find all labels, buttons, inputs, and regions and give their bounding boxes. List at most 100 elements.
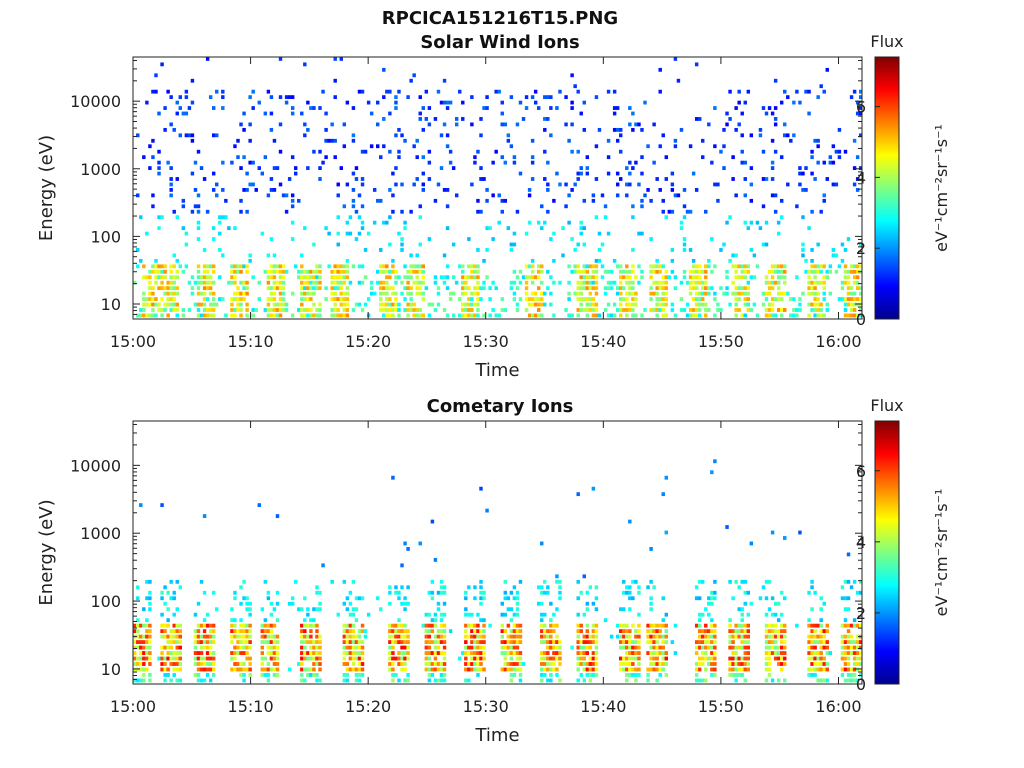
heatmap-cell <box>272 656 277 661</box>
heatmap-cell <box>512 280 517 285</box>
heatmap-cell <box>704 651 708 655</box>
heatmap-cell <box>400 237 404 241</box>
heatmap-cell <box>694 302 699 307</box>
heatmap-cell <box>445 313 450 318</box>
heatmap-cell <box>394 100 398 105</box>
heatmap-cell <box>743 662 747 666</box>
heatmap-cell <box>163 269 167 274</box>
heatmap-cell <box>221 89 225 94</box>
heatmap-cell <box>397 678 401 683</box>
heatmap-cell <box>199 678 204 683</box>
heatmap-cell <box>376 198 380 203</box>
heatmap-cell <box>813 590 817 595</box>
heatmap-cell <box>303 629 307 634</box>
heatmap-cell <box>491 193 495 198</box>
heatmap-cell <box>142 297 146 301</box>
heatmap-cell <box>482 651 486 655</box>
heatmap-cell <box>743 264 747 269</box>
heatmap-cell <box>366 231 371 236</box>
heatmap-cell <box>479 656 483 661</box>
heatmap-cell <box>852 166 857 170</box>
heatmap-cell <box>363 248 368 252</box>
heatmap-cell <box>825 640 829 645</box>
heatmap-cell <box>594 629 599 634</box>
heatmap-cell <box>764 629 769 634</box>
heatmap-cell <box>479 286 483 291</box>
heatmap-cell <box>339 291 343 296</box>
heatmap-cell <box>400 651 404 655</box>
heatmap-cell <box>773 122 778 127</box>
heatmap-cell <box>202 678 207 683</box>
heatmap-cell <box>704 286 708 291</box>
heatmap-cell <box>813 645 817 650</box>
heatmap-cell <box>637 280 641 285</box>
heatmap-cell <box>661 286 665 291</box>
heatmap-cell <box>175 607 179 612</box>
heatmap-cell <box>646 673 650 677</box>
heatmap-cell <box>312 275 316 280</box>
heatmap-cell <box>625 291 629 296</box>
heatmap-cell <box>767 269 772 274</box>
heatmap-cell <box>300 269 304 274</box>
heatmap-cell <box>694 645 699 650</box>
heatmap-cell <box>509 144 514 149</box>
heatmap-cell <box>312 651 316 655</box>
heatmap-cell <box>330 291 334 296</box>
heatmap-cell <box>409 209 413 214</box>
heatmap-cell <box>576 269 580 274</box>
y-tick-label: 100 <box>90 592 121 611</box>
heatmap-cell <box>436 182 441 187</box>
heatmap-cell <box>348 623 353 628</box>
heatmap-cell <box>242 662 246 666</box>
heatmap-cell <box>527 220 532 225</box>
heatmap-cell <box>819 302 823 307</box>
heatmap-cell <box>585 640 590 645</box>
heatmap-cell <box>433 656 438 661</box>
heatmap-cell <box>503 160 508 165</box>
heatmap-cell <box>330 579 334 584</box>
heatmap-cell <box>558 89 562 94</box>
heatmap-cell <box>858 662 863 666</box>
heatmap-cell <box>145 579 149 584</box>
heatmap-cell <box>701 291 705 296</box>
heatmap-cell <box>166 667 170 672</box>
heatmap-cell <box>655 629 659 634</box>
heatmap-cell <box>740 662 744 666</box>
heatmap-cell <box>266 678 271 683</box>
heatmap-cell <box>585 673 590 677</box>
heatmap-cell <box>743 286 747 291</box>
heatmap-cell <box>688 144 693 149</box>
heatmap-cell <box>473 275 477 280</box>
heatmap-cell <box>585 264 590 269</box>
heatmap-cell <box>682 269 687 274</box>
heatmap-cell <box>819 209 823 214</box>
heatmap-cell <box>290 106 295 110</box>
heatmap-cell <box>849 313 854 318</box>
heatmap-cell <box>169 629 173 634</box>
heatmap-cell <box>160 264 164 269</box>
heatmap-cell <box>272 673 277 677</box>
heatmap-cell <box>142 673 146 677</box>
heatmap-cell <box>142 623 146 628</box>
heatmap-cell <box>549 678 553 683</box>
colorbar-gradient <box>874 420 900 685</box>
heatmap-cell <box>427 149 432 154</box>
heatmap-cell <box>697 297 702 301</box>
heatmap-cell <box>713 623 717 628</box>
heatmap-cell <box>464 286 468 291</box>
heatmap-cell <box>691 280 696 285</box>
heatmap-cell <box>436 662 441 666</box>
heatmap-cell <box>549 302 553 307</box>
heatmap-cell <box>175 678 179 683</box>
heatmap-cell <box>552 651 556 655</box>
heatmap-cell <box>549 106 553 110</box>
heatmap-cell <box>312 662 316 666</box>
heatmap-cell <box>211 640 216 645</box>
heatmap-cell <box>345 673 350 677</box>
heatmap-cell <box>242 155 246 160</box>
heatmap-cell <box>196 280 201 285</box>
heatmap-cell <box>734 269 738 274</box>
heatmap-cell <box>248 138 252 143</box>
heatmap-cell <box>746 640 751 645</box>
heatmap-cell <box>773 640 778 645</box>
